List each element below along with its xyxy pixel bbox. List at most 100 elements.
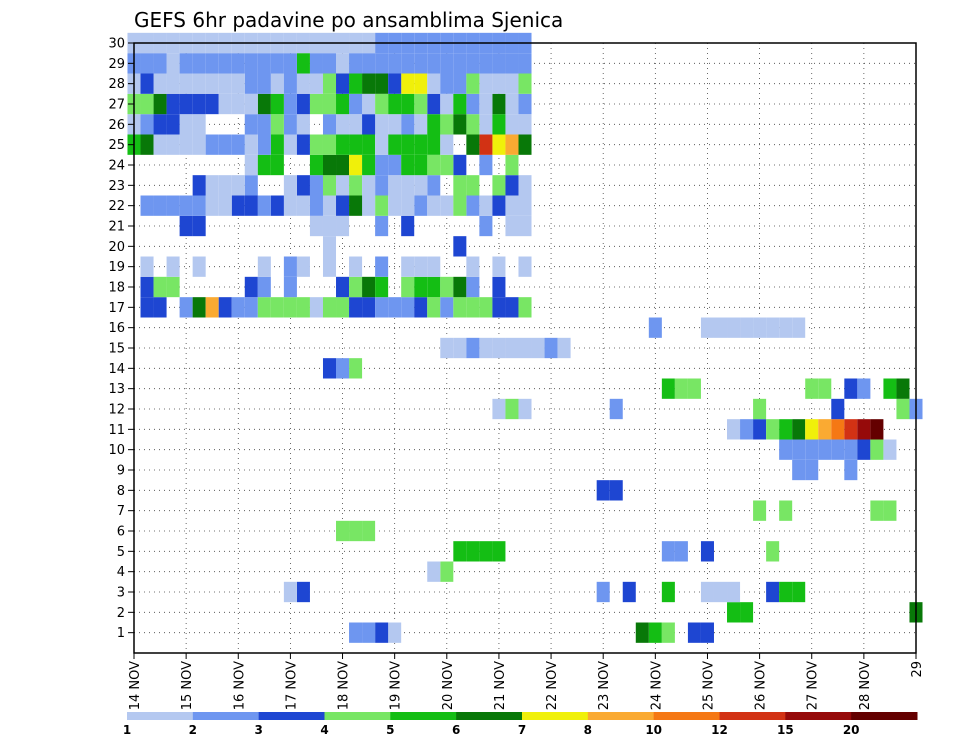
heatmap-cell bbox=[401, 114, 415, 135]
heatmap-cell bbox=[231, 297, 245, 318]
heatmap-cell bbox=[388, 134, 402, 155]
heatmap-cell bbox=[518, 398, 532, 420]
heatmap-cell bbox=[283, 53, 297, 74]
heatmap-cell bbox=[818, 419, 832, 440]
heatmap-cell bbox=[401, 297, 415, 318]
heatmap-cell bbox=[322, 154, 337, 176]
heatmap-cell bbox=[792, 581, 806, 603]
heatmap-cell bbox=[309, 195, 323, 216]
heatmap-cell bbox=[479, 134, 493, 155]
heatmap-cell bbox=[479, 195, 493, 216]
heatmap-cell bbox=[831, 398, 845, 420]
heatmap-cell bbox=[883, 439, 897, 460]
heatmap-cell bbox=[557, 337, 571, 359]
heatmap-cell bbox=[401, 256, 415, 277]
x-tick-label: 18 NOV bbox=[337, 661, 352, 710]
heatmap-cell bbox=[296, 73, 310, 94]
heatmap-cell bbox=[349, 622, 363, 643]
heatmap-cell bbox=[322, 114, 337, 135]
heatmap-cell bbox=[375, 73, 389, 94]
heatmap-cell bbox=[479, 114, 493, 135]
heatmap-cell bbox=[609, 480, 623, 501]
x-tick-label: 19 NOV bbox=[389, 661, 404, 710]
heatmap-cells bbox=[127, 32, 923, 643]
heatmap-cell bbox=[492, 398, 506, 420]
legend-swatch bbox=[719, 712, 786, 720]
heatmap-cell bbox=[792, 459, 806, 481]
legend-label: 6 bbox=[452, 723, 460, 737]
heatmap-cell bbox=[166, 53, 180, 74]
heatmap-cell bbox=[453, 154, 467, 176]
heatmap-cell bbox=[440, 154, 454, 176]
heatmap-cell bbox=[257, 154, 271, 176]
heatmap-cell bbox=[896, 398, 910, 420]
heatmap-cell bbox=[427, 154, 441, 176]
heatmap-cell bbox=[309, 93, 323, 115]
heatmap-cell bbox=[349, 175, 363, 196]
x-tick-label: 24 NOV bbox=[649, 661, 664, 710]
heatmap-cell bbox=[388, 154, 402, 176]
legend-label: 20 bbox=[843, 723, 860, 737]
heatmap-cell bbox=[283, 175, 297, 196]
legend-swatch bbox=[258, 712, 325, 720]
legend-label: 4 bbox=[320, 723, 328, 737]
heatmap-cell bbox=[401, 276, 415, 298]
heatmap-cell bbox=[518, 175, 532, 196]
heatmap-cell bbox=[322, 297, 337, 318]
heatmap-cell bbox=[231, 134, 245, 155]
legend-swatch bbox=[127, 712, 194, 720]
heatmap-cell bbox=[453, 195, 467, 216]
heatmap-cell bbox=[779, 581, 793, 603]
heatmap-cell bbox=[309, 73, 323, 94]
heatmap-cell bbox=[844, 378, 858, 399]
heatmap-cell bbox=[336, 276, 350, 298]
heatmap-cell bbox=[518, 195, 532, 216]
legend-label: 2 bbox=[189, 723, 197, 737]
heatmap-cell bbox=[375, 215, 389, 237]
heatmap-cell bbox=[648, 622, 662, 643]
heatmap-cell bbox=[375, 154, 389, 176]
heatmap-cell bbox=[336, 358, 350, 379]
heatmap-cell bbox=[505, 154, 519, 176]
heatmap-cell bbox=[218, 93, 232, 115]
heatmap-cell bbox=[466, 337, 480, 359]
heatmap-cell bbox=[661, 378, 675, 399]
heatmap-cell bbox=[296, 53, 310, 74]
heatmap-cell bbox=[518, 53, 532, 74]
heatmap-cell bbox=[388, 297, 402, 318]
heatmap-cell bbox=[244, 154, 258, 176]
heatmap-cell bbox=[336, 114, 350, 135]
heatmap-cell bbox=[505, 398, 519, 420]
heatmap-cell bbox=[505, 337, 519, 359]
heatmap-cell bbox=[179, 114, 193, 135]
heatmap-cell bbox=[427, 276, 441, 298]
heatmap-cell bbox=[179, 215, 193, 237]
heatmap-cell bbox=[427, 93, 441, 115]
y-tick-label: 25 bbox=[108, 138, 125, 153]
x-tick-label: 29 bbox=[910, 661, 925, 678]
heatmap-cell bbox=[479, 73, 493, 94]
heatmap-cell bbox=[349, 93, 363, 115]
heatmap-cell bbox=[792, 419, 806, 440]
heatmap-cell bbox=[166, 256, 180, 277]
heatmap-cell bbox=[505, 195, 519, 216]
legend-label: 10 bbox=[645, 723, 662, 737]
heatmap-cell bbox=[362, 520, 376, 542]
heatmap-cell bbox=[466, 53, 480, 74]
heatmap-cell bbox=[283, 297, 297, 318]
heatmap-cell bbox=[401, 53, 415, 74]
heatmap-cell bbox=[336, 195, 350, 216]
x-tick-label: 21 NOV bbox=[493, 661, 508, 710]
x-tick-label: 14 NOV bbox=[128, 661, 143, 710]
heatmap-cell bbox=[713, 317, 728, 338]
color-legend: 1 2 3 4 5 6 7 8 10 12 15 20 bbox=[123, 712, 918, 737]
heatmap-cell bbox=[218, 53, 232, 74]
heatmap-cell bbox=[244, 93, 258, 115]
heatmap-cell bbox=[427, 561, 441, 582]
heatmap-cell bbox=[218, 73, 232, 94]
heatmap-cell bbox=[336, 154, 350, 176]
heatmap-cell bbox=[753, 398, 767, 420]
heatmap-cell bbox=[231, 73, 245, 94]
heatmap-cell bbox=[349, 195, 363, 216]
